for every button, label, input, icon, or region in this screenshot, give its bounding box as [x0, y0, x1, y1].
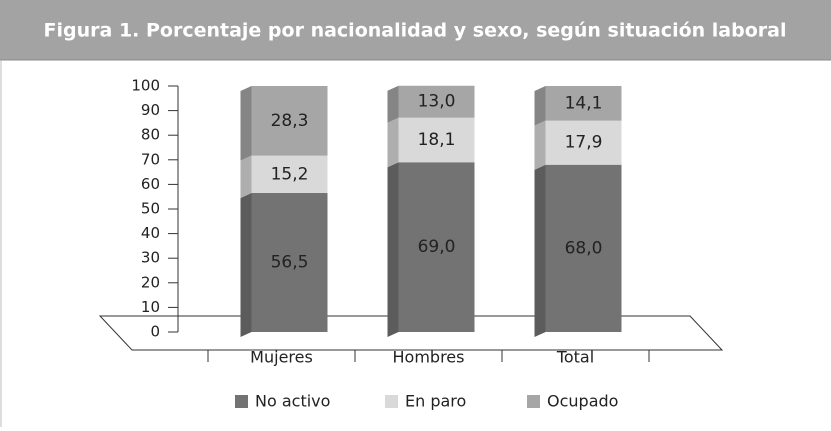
value-label: 68,0	[565, 238, 603, 258]
legend-label: Ocupado	[547, 392, 618, 411]
legend-swatch	[385, 395, 398, 408]
bar-side	[534, 86, 546, 126]
value-label: 15,2	[271, 164, 309, 184]
title-bar	[0, 0, 831, 60]
y-tick-label: 40	[141, 224, 160, 242]
value-label: 17,9	[565, 133, 603, 153]
value-label: 28,3	[271, 111, 309, 131]
y-tick-label: 90	[141, 101, 160, 119]
y-tick-label: 10	[141, 298, 160, 316]
y-tick-label: 100	[131, 77, 160, 95]
y-tick-label: 70	[141, 150, 160, 168]
x-tick-label: Total	[556, 348, 594, 367]
legend-swatch	[527, 395, 540, 408]
bar-segment	[398, 162, 475, 332]
x-tick-label: Hombres	[393, 348, 465, 367]
bar-segment	[545, 164, 622, 332]
y-tick-label: 20	[141, 273, 160, 291]
y-tick-label: 60	[141, 175, 160, 193]
x-tick-label: Mujeres	[250, 348, 313, 367]
y-tick-label: 80	[141, 126, 160, 144]
value-label: 56,5	[271, 253, 309, 273]
bar-side	[240, 86, 252, 161]
bar-segment	[251, 193, 328, 332]
bar-segment	[398, 117, 475, 163]
bar-side	[387, 85, 399, 123]
y-tick-label: 30	[141, 249, 160, 267]
bar-segment	[545, 120, 622, 165]
bar-segment	[398, 85, 475, 118]
bar-segment	[545, 86, 622, 121]
bar-side	[534, 164, 546, 337]
legend-swatch	[235, 395, 248, 408]
bar-side	[387, 162, 399, 337]
value-label: 14,1	[565, 93, 603, 113]
y-tick-label: 0	[150, 323, 160, 341]
bar-side	[240, 155, 252, 199]
legend-label: No activo	[255, 392, 330, 411]
legend-label: En paro	[405, 392, 466, 411]
value-label: 69,0	[418, 237, 456, 257]
bar-segment	[251, 155, 328, 194]
chart-title: Figura 1. Porcentaje por nacionalidad y …	[44, 20, 787, 42]
bar-segment	[251, 86, 328, 156]
value-label: 13,0	[418, 92, 456, 112]
value-label: 18,1	[418, 130, 456, 150]
bar-side	[240, 193, 252, 337]
bar-side	[387, 117, 399, 168]
y-tick-label: 50	[141, 200, 160, 218]
bar-side	[534, 120, 546, 170]
